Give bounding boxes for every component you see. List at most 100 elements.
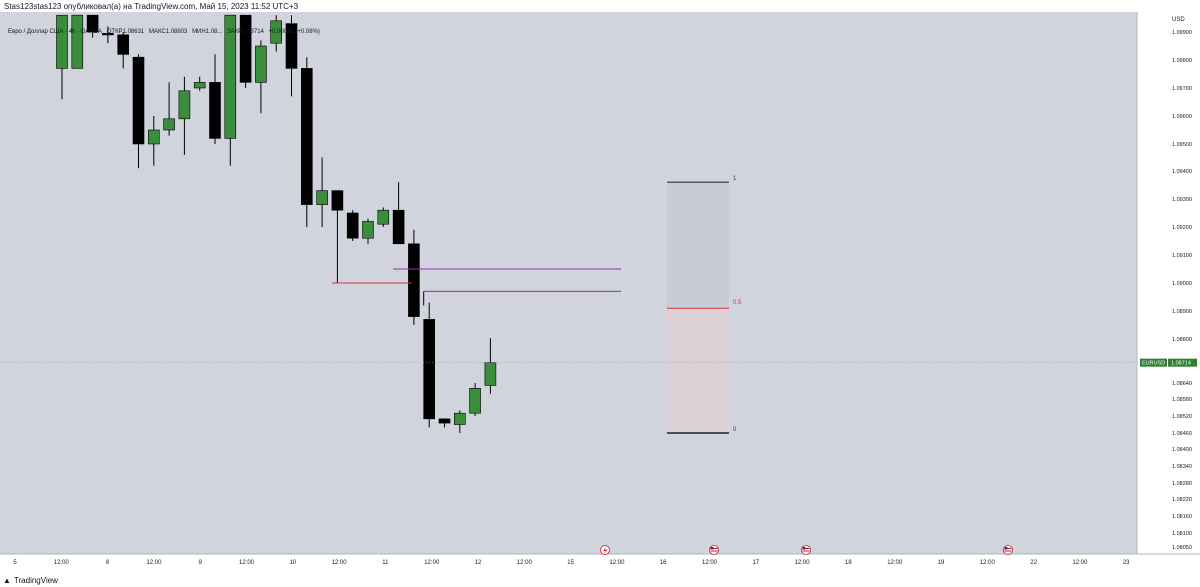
candle (331, 190, 344, 283)
legend-low: МИН1.08... (192, 29, 223, 35)
candle (163, 82, 175, 136)
chart-frame: 1 0.5 0 USD 1.09900 1.09800 1.09700 1.09600 1.… (0, 12, 1200, 574)
candle-body (408, 243, 420, 317)
candle (255, 40, 267, 114)
candle (469, 383, 481, 416)
candle-body (453, 412, 466, 425)
time-tick: 23 (1123, 560, 1130, 566)
candle (438, 418, 451, 428)
candle (117, 32, 129, 69)
price-tick: 1.09900 (1172, 30, 1192, 36)
candle-body (193, 82, 206, 89)
candle-body (71, 14, 84, 69)
time-tick: 19 (938, 560, 945, 566)
flag-stripe (1004, 550, 1012, 552)
candle-body (178, 90, 191, 120)
legend-close: ЗАКР1.08714 (227, 29, 264, 35)
candle-body (163, 118, 175, 131)
fib-label-0-5: 0.5 (733, 300, 742, 306)
candle-body (102, 33, 114, 36)
candle-body (56, 14, 68, 69)
footer: ▲ TradingView (3, 574, 58, 586)
candle (423, 302, 436, 428)
price-tick: 1.09600 (1172, 114, 1192, 120)
fib-label-0: 0 (733, 427, 737, 433)
time-tick: 12:00 (239, 560, 255, 566)
candle (270, 15, 283, 52)
candle-body (377, 209, 390, 225)
lightning-event-icon (600, 545, 610, 555)
last-price-text: 1.08714 (1171, 361, 1191, 367)
time-tick: 5 (13, 560, 17, 566)
plot-background (0, 12, 1137, 554)
flag-canton (710, 547, 714, 550)
price-tick: 1.09000 (1172, 281, 1192, 287)
candle-body (148, 129, 160, 145)
price-tick: 1.09200 (1172, 225, 1192, 231)
candle-body (346, 212, 359, 239)
candle (377, 207, 390, 227)
price-axis[interactable]: USD 1.09900 1.09800 1.09700 1.09600 1.09500 1… (1136, 12, 1200, 554)
price-tick: 1.08800 (1172, 337, 1192, 343)
time-tick: 12:00 (424, 560, 440, 566)
time-axis[interactable]: 5 12:00 8 12:00 9 12:00 10 12:00 11 12:00 12 12:00 1… (0, 553, 1200, 566)
candle-body (209, 82, 221, 139)
publication-line: Stas123stas123 опубликовал(а) на Trading… (4, 2, 299, 11)
ticker-tag-text: EURUSD (1142, 361, 1165, 367)
time-tick: 16 (660, 560, 667, 566)
time-tick: 12:00 (1072, 560, 1088, 566)
time-tick: 12:00 (517, 560, 533, 566)
candle (346, 210, 359, 241)
candle-body (117, 34, 129, 55)
ticker-tag-bg (1140, 358, 1167, 367)
candle-body (270, 20, 283, 44)
time-tick: 12:00 (887, 560, 903, 566)
candle (71, 14, 84, 69)
candles-group (56, 14, 497, 433)
flag-canton (1004, 547, 1008, 550)
time-tick: 17 (752, 560, 759, 566)
fib-lower-zone (667, 308, 729, 433)
price-tick: 1.09100 (1172, 253, 1192, 259)
price-tick: 1.09700 (1172, 86, 1192, 92)
time-tick: 8 (106, 560, 110, 566)
price-tick: 1.09800 (1172, 58, 1192, 64)
time-tick: 11 (382, 560, 389, 566)
candle-body (392, 209, 405, 245)
candle-body (331, 190, 344, 211)
candle (102, 26, 114, 44)
flag-circle (709, 545, 719, 555)
candle (316, 157, 328, 227)
price-tick: 1.08340 (1172, 464, 1192, 470)
candle (392, 182, 405, 245)
time-tick: 15 (567, 560, 574, 566)
candle-body (423, 319, 436, 420)
time-tick: 10 (289, 560, 296, 566)
time-tick: 12:00 (332, 560, 348, 566)
last-price-tag: EURUSD 1.08714 (1140, 358, 1197, 367)
flag-stripe (710, 548, 718, 549)
price-tick: 1.08160 (1172, 514, 1192, 520)
candle-body (132, 56, 145, 145)
price-tick: 1.08100 (1172, 531, 1192, 537)
candle (193, 76, 206, 91)
candle (300, 57, 313, 227)
candle-body (86, 14, 99, 33)
time-tick: 12:00 (146, 560, 162, 566)
price-tick: 1.08050 (1172, 545, 1192, 551)
time-tick: 12:00 (980, 560, 996, 566)
fib-upper-zone (667, 182, 729, 309)
candle (362, 218, 374, 244)
price-tick: 1.08640 (1172, 381, 1192, 387)
chart-svg[interactable]: 10.50 USD 1.099001.098001.097001.096001.… (0, 12, 1200, 574)
candle-body (255, 45, 267, 83)
legend-change: +0.00082 (+0.08%) (268, 29, 320, 35)
price-tick: 1.08400 (1172, 447, 1192, 453)
candle (484, 338, 497, 394)
us-flag-icon (801, 545, 811, 555)
flag-stripe (710, 550, 718, 552)
flag-stripe (802, 548, 810, 549)
candle-body (300, 68, 313, 205)
currency-label: USD (1172, 17, 1185, 23)
